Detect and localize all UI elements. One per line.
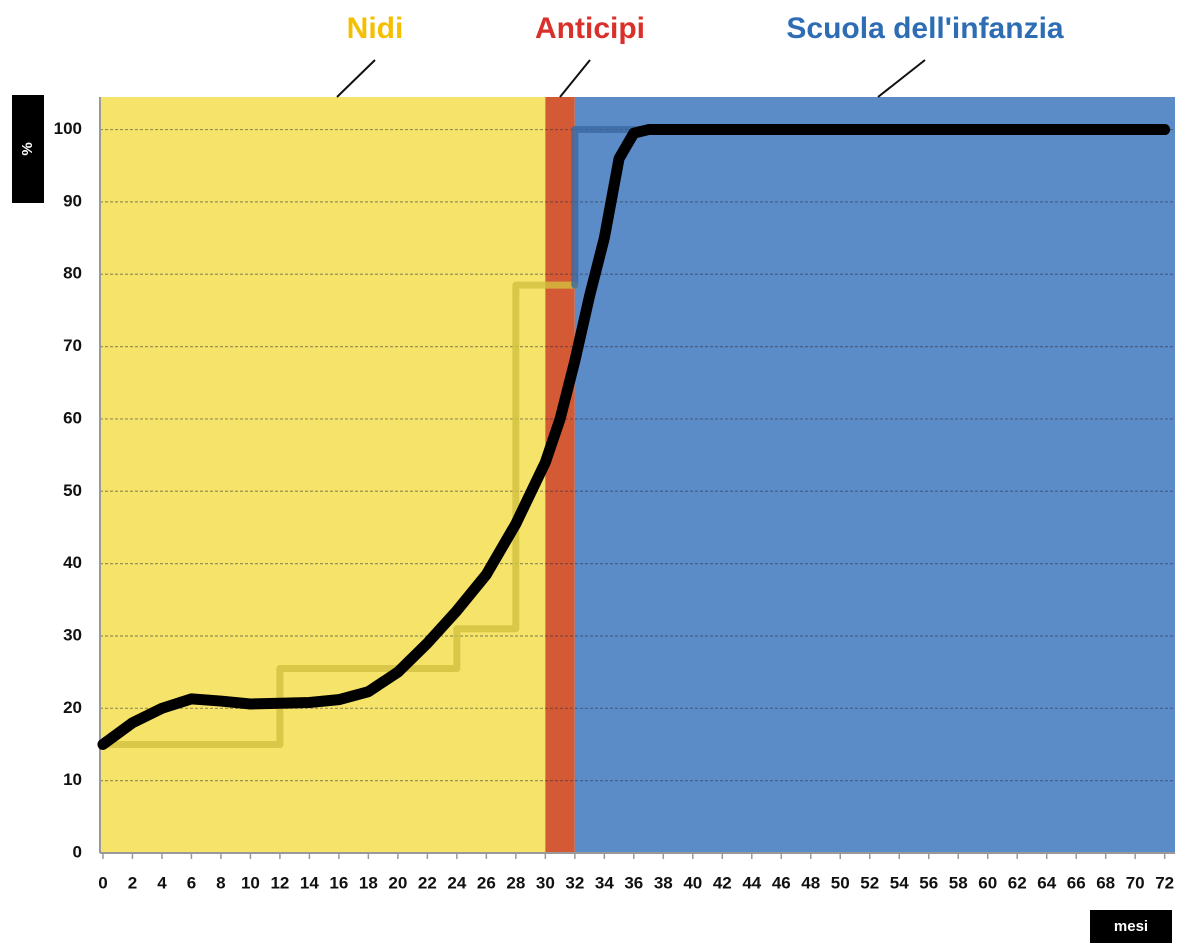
x-tick-label: 14 (300, 873, 319, 892)
x-tick-label: 8 (216, 873, 225, 892)
y-axis-label: % (19, 142, 36, 155)
x-tick-label: 64 (1037, 873, 1056, 892)
region-label: Nidi (347, 12, 404, 45)
x-tick-label: 42 (713, 873, 732, 892)
x-tick-label: 0 (98, 873, 107, 892)
region (100, 97, 546, 853)
region-label: Anticipi (535, 12, 645, 45)
x-tick-label: 56 (919, 873, 938, 892)
leader-line (877, 59, 926, 98)
x-tick-label: 18 (359, 873, 378, 892)
y-tick-label: 80 (63, 264, 82, 283)
x-tick-label: 20 (388, 873, 407, 892)
curve (97, 124, 1171, 750)
region (545, 97, 575, 853)
x-tick-label: 28 (506, 873, 525, 892)
x-tick-label: 52 (860, 873, 879, 892)
y-tick-label: 100 (54, 119, 82, 138)
x-tick-label: 72 (1155, 873, 1174, 892)
x-tick-label: 44 (742, 873, 761, 892)
step-line (99, 281, 579, 748)
region-label: Scuola dell'infanzia (786, 12, 1064, 45)
x-tick-label: 6 (187, 873, 196, 892)
x-tick-label: 66 (1067, 873, 1086, 892)
y-tick-label: 60 (63, 408, 82, 427)
y-tick-label: 30 (63, 625, 82, 644)
x-tick-label: 4 (157, 873, 167, 892)
x-tick-label: 36 (624, 873, 643, 892)
x-tick-label: 12 (270, 873, 289, 892)
x-tick-label: 26 (477, 873, 496, 892)
y-tick-label: 40 (63, 553, 82, 572)
x-tick-label: 58 (949, 873, 968, 892)
region (574, 97, 1175, 853)
x-tick-label: 10 (241, 873, 260, 892)
x-tick-label: 2 (128, 873, 137, 892)
x-tick-label: 48 (801, 873, 820, 892)
x-tick-label: 70 (1126, 873, 1145, 892)
x-tick-label: 60 (978, 873, 997, 892)
x-tick-label: 30 (536, 873, 555, 892)
x-tick-label: 54 (890, 873, 909, 892)
xlabel-box (1090, 910, 1172, 943)
x-tick-label: 34 (595, 873, 614, 892)
y-tick-label: 90 (63, 191, 82, 210)
y-tick-label: 20 (63, 698, 82, 717)
leader-line (336, 59, 376, 98)
x-tick-label: 24 (447, 873, 466, 892)
x-tick-label: 38 (654, 873, 673, 892)
x-tick-label: 50 (831, 873, 850, 892)
y-tick-label: 0 (73, 842, 82, 861)
y-tick-label: 70 (63, 336, 82, 355)
x-tick-label: 40 (683, 873, 702, 892)
x-tick-label: 68 (1096, 873, 1115, 892)
step-line (571, 126, 653, 289)
x-tick-label: 62 (1008, 873, 1027, 892)
x-tick-label: 32 (565, 873, 584, 892)
x-tick-label: 46 (772, 873, 791, 892)
ylabel-box (12, 95, 44, 203)
regions (100, 97, 1175, 853)
x-axis-label: mesi (1114, 918, 1148, 935)
y-tick-label: 50 (63, 481, 82, 500)
y-tick-label: 10 (63, 770, 82, 789)
leader-line (559, 59, 591, 98)
x-tick-label: 16 (329, 873, 348, 892)
x-tick-label: 22 (418, 873, 437, 892)
